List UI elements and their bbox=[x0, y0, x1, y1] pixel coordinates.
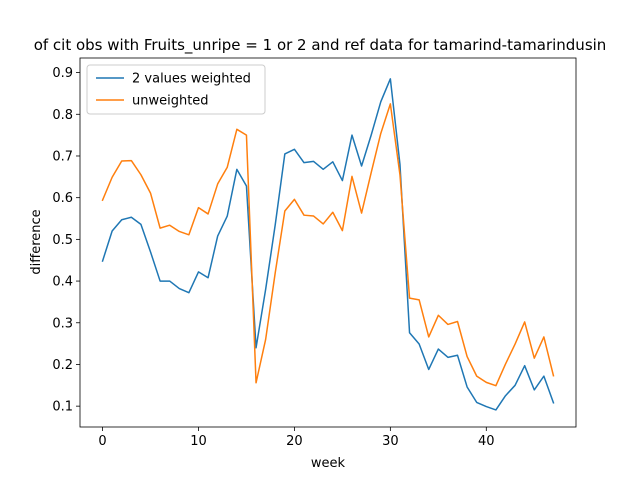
y-tick-label: 0.4 bbox=[52, 275, 73, 290]
y-tick-label: 0.5 bbox=[52, 233, 73, 248]
y-tick-label: 0.9 bbox=[52, 66, 73, 81]
x-tick-label: 20 bbox=[286, 434, 303, 449]
series-line-1 bbox=[101, 78, 555, 411]
x-axis-label: week bbox=[311, 456, 346, 471]
y-tick-label: 0.2 bbox=[52, 358, 73, 373]
plot-area: 0 10 20 30 40 0.1 0.2 0.3 0.4 0.5 0.6 0.7 0.8 0.9 bbox=[52, 57, 577, 449]
legend-label-2: unweighted bbox=[132, 94, 209, 109]
x-tick-label: 0 bbox=[98, 434, 106, 449]
series-line-2 bbox=[101, 103, 555, 387]
x-tick-label: 10 bbox=[190, 434, 207, 449]
y-tick-label: 0.1 bbox=[52, 400, 73, 415]
x-tick-label: 30 bbox=[382, 434, 399, 449]
legend-box bbox=[86, 64, 266, 115]
legend: 2 values weighted unweighted bbox=[86, 64, 266, 115]
y-axis-label: difference bbox=[29, 209, 44, 274]
y-tick-label: 0.7 bbox=[52, 149, 73, 164]
legend-label-1: 2 values weighted bbox=[132, 72, 251, 87]
y-tick-label: 0.3 bbox=[52, 316, 73, 331]
x-tick-label: 40 bbox=[478, 434, 495, 449]
chart-title: of cit obs with Fruits_unripe = 1 or 2 a… bbox=[34, 36, 607, 55]
y-tick-label: 0.6 bbox=[52, 191, 73, 206]
axes-frame bbox=[79, 57, 577, 428]
y-tick-label: 0.8 bbox=[52, 108, 73, 123]
